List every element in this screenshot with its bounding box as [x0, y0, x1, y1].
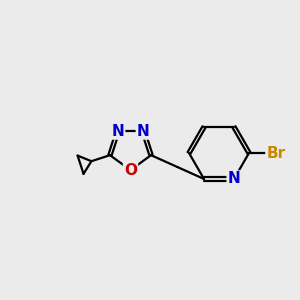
Text: Br: Br [266, 146, 286, 160]
Text: O: O [124, 163, 137, 178]
Text: N: N [228, 172, 240, 187]
Text: N: N [111, 124, 124, 139]
Text: N: N [137, 124, 150, 139]
